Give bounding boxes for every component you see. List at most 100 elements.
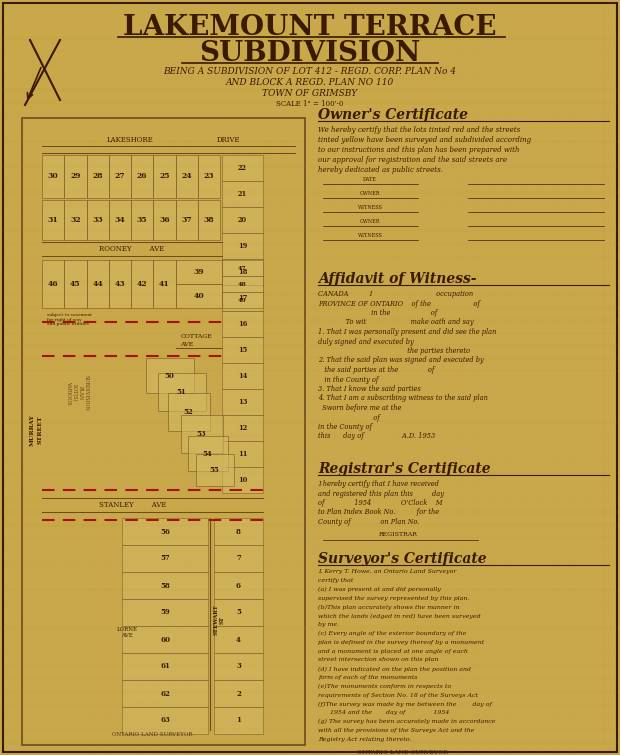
Text: OWNER: OWNER — [360, 219, 380, 224]
Bar — [214, 626, 263, 653]
Bar — [222, 260, 263, 276]
Bar — [42, 200, 64, 240]
Text: (c) Every angle of the exterior boundary of the: (c) Every angle of the exterior boundary… — [318, 631, 466, 636]
Text: 13: 13 — [238, 398, 247, 406]
Bar — [222, 181, 263, 207]
Text: supervised the survey represented by this plan.: supervised the survey represented by thi… — [318, 596, 469, 601]
Bar — [222, 233, 263, 259]
Text: 33: 33 — [92, 216, 103, 224]
Text: I hereby certify that I have received: I hereby certify that I have received — [318, 480, 439, 488]
Text: street intersection shown on this plan: street intersection shown on this plan — [318, 658, 438, 662]
Text: Sworn before me at the: Sworn before me at the — [318, 404, 401, 412]
Text: 46: 46 — [48, 280, 58, 288]
Text: 1. That I was personally present and did see the plan: 1. That I was personally present and did… — [318, 328, 497, 336]
Text: which the lands (edged in red) have been surveyed: which the lands (edged in red) have been… — [318, 614, 480, 619]
Text: 2. That the said plan was signed and executed by: 2. That the said plan was signed and exe… — [318, 356, 484, 365]
Text: ONTARIO LAND SURVEYOR: ONTARIO LAND SURVEYOR — [112, 732, 192, 737]
Text: 11: 11 — [237, 450, 247, 458]
Bar — [122, 572, 208, 599]
Bar — [214, 572, 263, 599]
Text: subject to easement
for right of way
and public utilities: subject to easement for right of way and… — [47, 313, 92, 326]
Bar — [175, 155, 198, 198]
Text: of              1954              O'Clock    M: of 1954 O'Clock M — [318, 499, 443, 507]
Text: 50: 50 — [165, 371, 174, 380]
Bar — [64, 155, 87, 198]
Text: 37: 37 — [181, 216, 192, 224]
Bar — [131, 155, 153, 198]
Text: 59: 59 — [160, 609, 170, 617]
Text: STANLEY        AVE: STANLEY AVE — [99, 501, 166, 509]
Bar — [222, 285, 263, 311]
Bar — [198, 200, 220, 240]
Text: 42: 42 — [137, 280, 148, 288]
Text: 55: 55 — [210, 466, 219, 474]
Text: REGISTRAR: REGISTRAR — [379, 532, 417, 537]
Text: 5: 5 — [236, 609, 241, 617]
Bar — [222, 155, 263, 181]
Text: 3: 3 — [236, 662, 241, 670]
Bar — [175, 260, 222, 284]
Text: 6: 6 — [236, 581, 241, 590]
Bar — [87, 200, 108, 240]
Text: plan is defined in the survey thereof by a monument: plan is defined in the survey thereof by… — [318, 640, 484, 645]
Bar — [64, 260, 87, 308]
Text: SCALE 1" = 100'-0: SCALE 1" = 100'-0 — [277, 100, 343, 108]
Text: 35: 35 — [137, 216, 148, 224]
Text: 60: 60 — [160, 636, 170, 643]
Bar — [108, 260, 131, 308]
Text: 19: 19 — [238, 242, 247, 250]
Text: and registered this plan this         day: and registered this plan this day — [318, 489, 444, 498]
Text: 14: 14 — [238, 372, 247, 380]
Text: PROVINCE OF ONTARIO    of the                    of: PROVINCE OF ONTARIO of the of — [318, 300, 480, 307]
Text: and a monument is placed at one angle of each: and a monument is placed at one angle of… — [318, 649, 468, 654]
Bar — [214, 680, 263, 707]
Text: Owner's Certificate: Owner's Certificate — [318, 108, 468, 122]
Text: 40: 40 — [193, 292, 204, 300]
Text: 32: 32 — [70, 216, 81, 224]
Bar — [87, 155, 108, 198]
Text: 8: 8 — [236, 528, 241, 535]
Bar — [87, 260, 108, 308]
Text: 45: 45 — [70, 280, 81, 288]
Bar — [222, 259, 263, 285]
Text: 27: 27 — [115, 172, 125, 180]
Text: 47: 47 — [238, 266, 247, 270]
Bar — [146, 358, 193, 393]
Bar — [195, 454, 234, 486]
Bar — [42, 260, 64, 308]
Bar — [214, 653, 263, 680]
Text: 25: 25 — [159, 172, 170, 180]
Bar — [122, 545, 208, 572]
Text: Affidavit of Witness-: Affidavit of Witness- — [318, 272, 477, 286]
Text: COTTAGE: COTTAGE — [180, 334, 213, 338]
Bar — [214, 518, 263, 545]
Text: 30: 30 — [48, 172, 58, 180]
Bar — [131, 260, 153, 308]
Bar — [153, 260, 175, 308]
Bar — [122, 626, 208, 653]
Text: DRIVE: DRIVE — [216, 136, 240, 144]
Text: LAKEMOUNT TERRACE: LAKEMOUNT TERRACE — [123, 14, 497, 41]
Text: TOWN OF GRIMSBY: TOWN OF GRIMSBY — [262, 89, 358, 98]
Text: the parties thereto: the parties thereto — [318, 347, 470, 355]
Text: duly signed and executed by: duly signed and executed by — [318, 337, 414, 346]
Bar — [222, 415, 263, 441]
Text: 15: 15 — [238, 346, 247, 354]
Text: 41: 41 — [159, 280, 170, 288]
Text: by me.: by me. — [318, 622, 339, 627]
Bar — [222, 389, 263, 415]
Text: Registry Act relating thereto.: Registry Act relating thereto. — [318, 737, 412, 741]
Text: 48: 48 — [238, 282, 247, 286]
Bar — [222, 292, 263, 308]
Bar — [122, 680, 208, 707]
Text: 21: 21 — [238, 190, 247, 198]
Text: Surveyor's Certificate: Surveyor's Certificate — [318, 551, 487, 565]
Text: of: of — [318, 414, 379, 421]
Bar — [222, 207, 263, 233]
Bar — [222, 276, 263, 292]
Text: 39: 39 — [193, 268, 204, 276]
Text: (d) I have indicated on the plan the position and: (d) I have indicated on the plan the pos… — [318, 667, 471, 671]
Text: 56: 56 — [160, 528, 170, 535]
Text: 3. That I know the said parties: 3. That I know the said parties — [318, 385, 421, 393]
Text: 10: 10 — [238, 476, 247, 484]
